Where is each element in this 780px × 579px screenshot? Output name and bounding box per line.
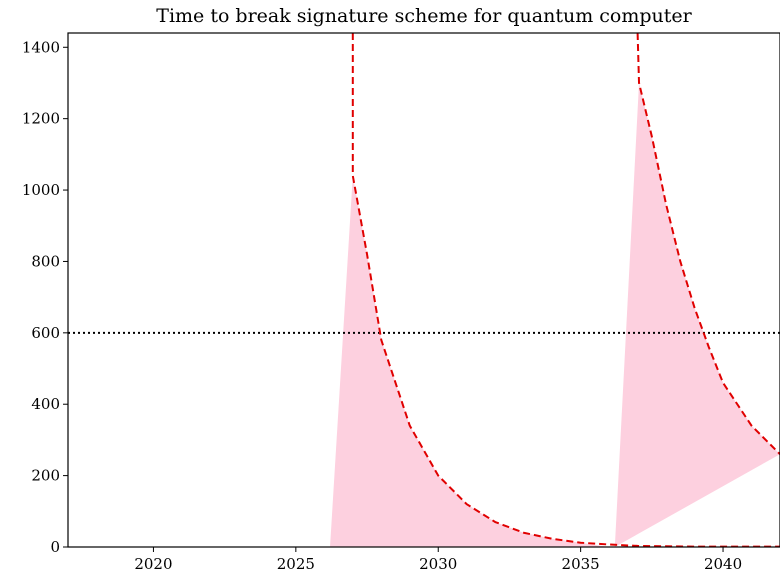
y-tick-label: 0 xyxy=(50,538,60,556)
x-tick-label: 2025 xyxy=(277,555,315,573)
x-axis: 2020 2025 2030 2035 2040 xyxy=(134,547,742,573)
x-tick-label: 2040 xyxy=(704,555,742,573)
y-tick-label: 200 xyxy=(31,467,60,485)
series-lines xyxy=(351,33,780,547)
y-tick-label: 1200 xyxy=(22,110,60,128)
chart-title: Time to break signature scheme for quant… xyxy=(156,5,692,27)
shaded-region-2 xyxy=(614,82,780,547)
plot-frame xyxy=(67,32,780,548)
series-line-2 xyxy=(636,33,780,455)
y-tick-label: 400 xyxy=(31,395,60,413)
x-tick-label: 2030 xyxy=(419,555,457,573)
plot-area xyxy=(68,33,780,547)
x-tick-label: 2035 xyxy=(562,555,600,573)
y-tick-label: 600 xyxy=(31,324,60,342)
y-tick-label: 1400 xyxy=(22,38,60,56)
axes-frame xyxy=(67,32,780,548)
y-tick-label: 1000 xyxy=(22,181,60,199)
shaded-region-1 xyxy=(330,175,610,547)
y-tick-label: 800 xyxy=(31,252,60,270)
shaded-regions xyxy=(330,82,780,547)
series-line-1 xyxy=(351,33,780,547)
x-tick-label: 2020 xyxy=(134,555,172,573)
y-axis: 0 200 400 600 800 1000 1200 1400 xyxy=(22,38,68,556)
